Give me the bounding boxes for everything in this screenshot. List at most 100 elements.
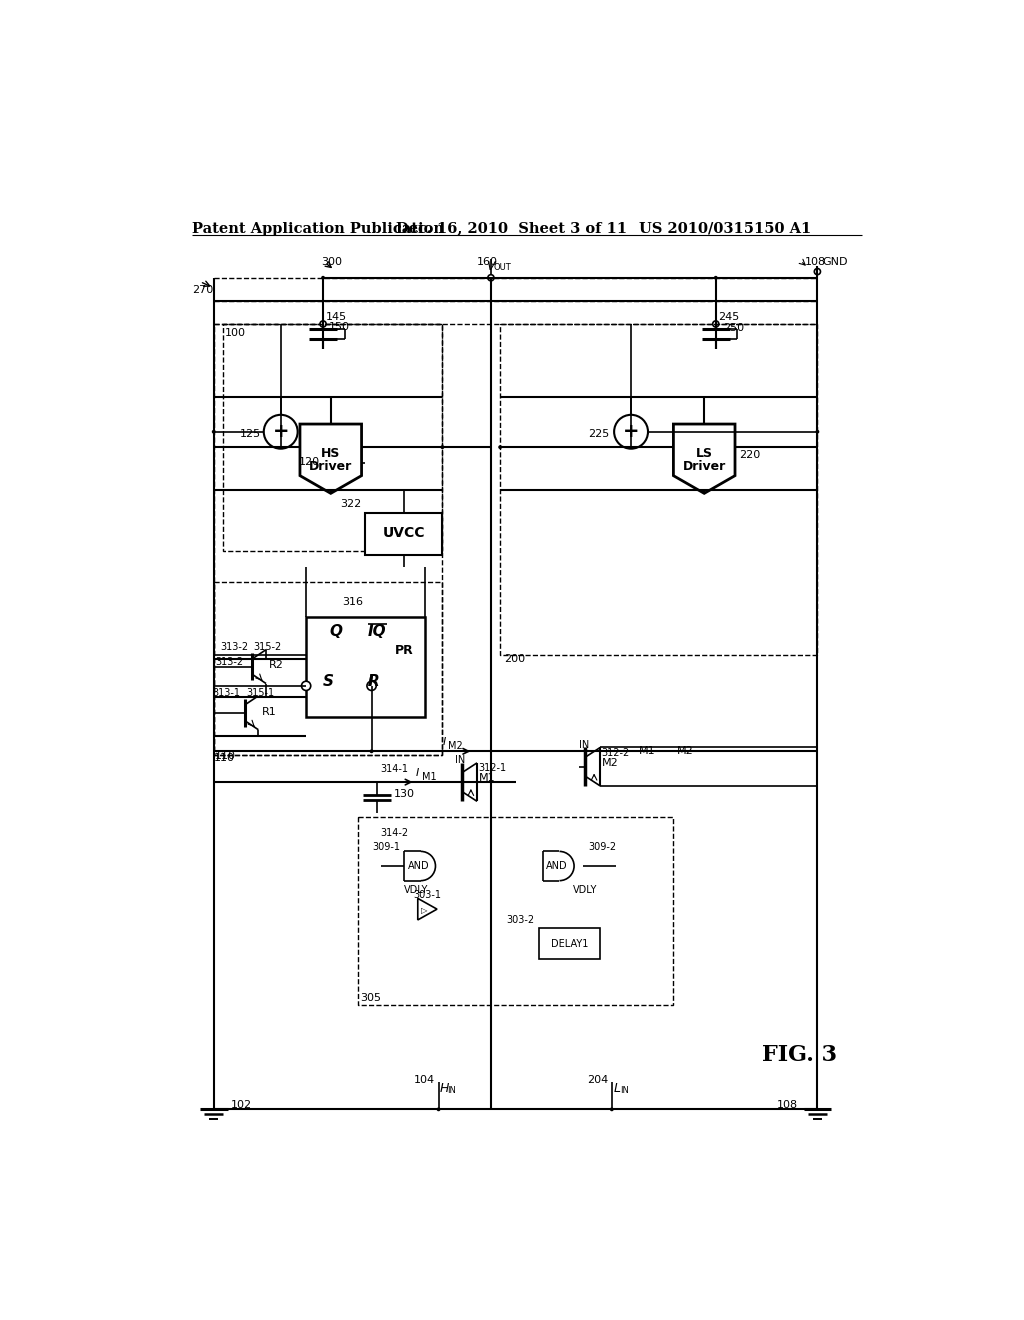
Text: 220: 220 [739,450,760,459]
Bar [366,512,442,554]
Text: OUT: OUT [494,263,511,272]
Text: VDLY: VDLY [403,884,428,895]
Text: V: V [486,260,495,273]
Text: 313-2: 313-2 [215,656,244,667]
Bar [539,928,600,960]
Circle shape [212,430,216,434]
Text: 315-2: 315-2 [254,642,282,652]
Circle shape [370,750,374,754]
Text: IN: IN [456,755,466,766]
Text: 225: 225 [588,429,609,440]
Text: 305: 305 [360,993,381,1003]
Text: Dec. 16, 2010  Sheet 3 of 11: Dec. 16, 2010 Sheet 3 of 11 [396,222,628,235]
Text: LS: LS [695,447,713,461]
Bar [214,323,442,755]
Text: 309-1: 309-1 [372,842,400,853]
Text: I: I [442,738,445,747]
Polygon shape [300,424,361,494]
Text: R2: R2 [269,660,284,671]
Bar [223,323,442,552]
Circle shape [301,681,310,690]
Text: 120: 120 [298,457,319,467]
Circle shape [614,414,648,449]
Text: 313-1: 313-1 [213,688,241,698]
Text: 100: 100 [224,327,246,338]
Text: 314-2: 314-2 [381,829,409,838]
Circle shape [440,445,444,449]
Text: 150: 150 [330,322,350,331]
Text: 303-1: 303-1 [413,890,441,900]
Text: IN: IN [621,1086,629,1096]
Text: IN: IN [447,1086,456,1096]
Text: M1: M1 [422,772,436,781]
Text: US 2010/0315150 A1: US 2010/0315150 A1 [639,222,811,235]
Text: R1: R1 [261,706,276,717]
Text: M2: M2 [677,746,694,756]
Text: 316: 316 [342,598,364,607]
Text: 303-2: 303-2 [507,915,535,924]
Text: 314-1: 314-1 [381,764,409,775]
Circle shape [367,681,376,690]
Text: R: R [368,675,380,689]
Text: 200: 200 [504,653,525,664]
Circle shape [610,1107,613,1111]
Text: 250: 250 [724,323,744,333]
Bar [500,323,817,655]
Bar [214,582,442,755]
Circle shape [814,268,820,275]
Text: 312-2: 312-2 [602,748,630,758]
Text: 110: 110 [214,752,234,763]
Text: Driver: Driver [683,461,726,474]
Text: 108: 108 [777,1101,798,1110]
Text: FIG. 3: FIG. 3 [762,1044,837,1067]
Text: 102: 102 [230,1101,252,1110]
Text: I: I [368,675,374,689]
Bar [357,817,674,1006]
Circle shape [713,321,719,327]
Text: 110: 110 [215,751,237,762]
Text: 309-2: 309-2 [589,842,616,853]
Circle shape [264,414,298,449]
Bar [306,616,425,717]
Text: 145: 145 [326,313,346,322]
Text: AND: AND [547,861,568,871]
Text: L: L [613,1082,621,1096]
Text: I: I [416,768,419,779]
Text: 300: 300 [322,257,342,267]
Circle shape [815,430,819,434]
Text: 315-1: 315-1 [246,688,274,698]
Text: AND: AND [408,861,429,871]
Text: VDLY: VDLY [573,884,598,895]
Text: M2: M2 [602,758,618,768]
Text: M1: M1 [639,746,655,756]
Text: IN: IN [579,739,589,750]
Text: PR: PR [394,644,414,656]
Text: 108: 108 [805,257,826,267]
Text: ▷: ▷ [421,907,427,915]
Circle shape [319,321,326,327]
Text: M1: M1 [478,774,496,783]
Text: 160: 160 [477,257,498,267]
Text: 322: 322 [340,499,361,508]
Circle shape [322,276,325,280]
Text: Driver: Driver [309,461,352,474]
Polygon shape [674,424,735,494]
Text: 130: 130 [394,788,415,799]
Text: DELAY1: DELAY1 [551,939,588,949]
Text: 204: 204 [587,1074,608,1085]
Text: +: + [623,422,639,441]
Text: Q: Q [330,624,342,639]
Text: S: S [323,675,334,689]
Text: 104: 104 [414,1074,435,1085]
Text: UVCC: UVCC [383,527,425,540]
Circle shape [436,1107,440,1111]
Circle shape [487,275,494,281]
Text: +: + [272,422,289,441]
Text: 312-1: 312-1 [478,763,507,774]
Text: 270: 270 [193,285,213,296]
Circle shape [714,276,718,280]
Circle shape [499,445,502,449]
Text: Patent Application Publication: Patent Application Publication [193,222,444,235]
Text: 245: 245 [718,313,739,322]
Text: GND: GND [822,257,848,267]
